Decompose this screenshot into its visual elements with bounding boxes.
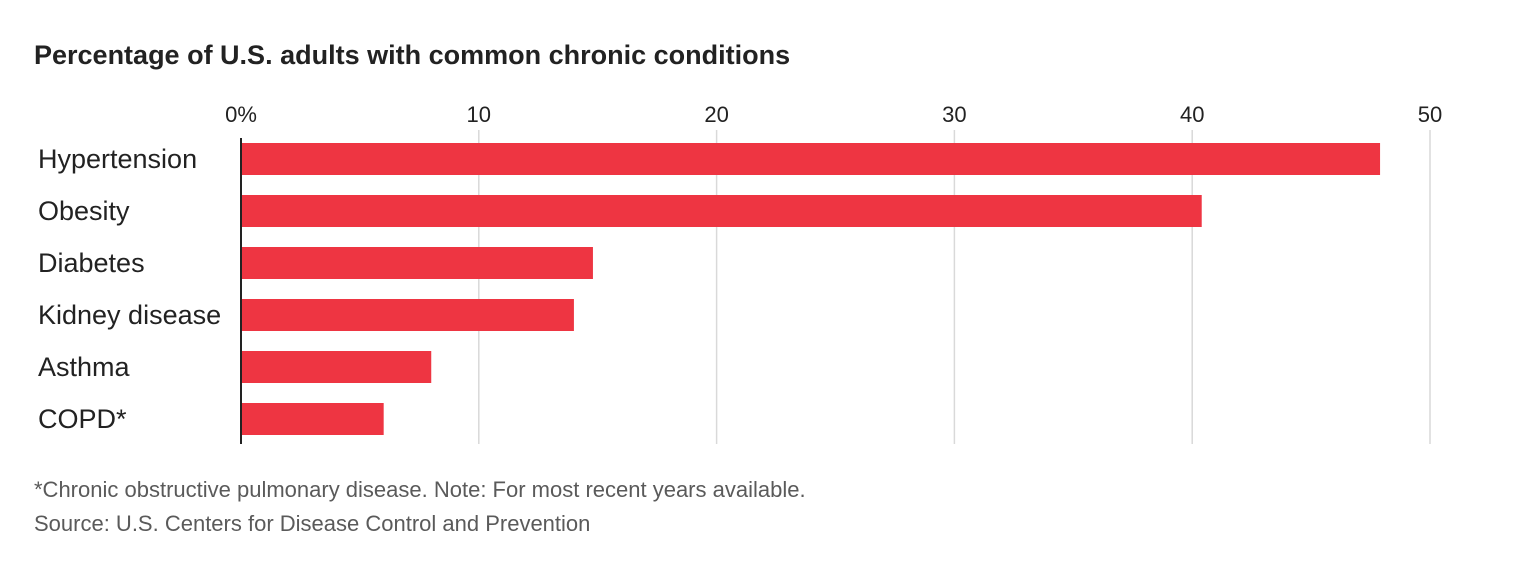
tick-label-10: 10: [467, 102, 491, 127]
tick-label-0: 0%: [225, 102, 257, 127]
category-label-asthma: Asthma: [38, 352, 131, 382]
bar-copd: [241, 403, 384, 435]
category-label-kidney-disease: Kidney disease: [38, 300, 221, 330]
footnote-note: *Chronic obstructive pulmonary disease. …: [34, 477, 806, 502]
tick-label-50: 50: [1418, 102, 1442, 127]
tick-label-40: 40: [1180, 102, 1204, 127]
bar-hypertension: [241, 143, 1381, 175]
bar-kidney-disease: [241, 299, 574, 331]
chart-title: Percentage of U.S. adults with common ch…: [34, 40, 791, 70]
bar-asthma: [241, 351, 432, 383]
bar-obesity: [241, 195, 1202, 227]
category-label-diabetes: Diabetes: [38, 248, 145, 278]
category-label-obesity: Obesity: [38, 196, 130, 226]
category-labels: Hypertension Obesity Diabetes Kidney diseas…: [38, 144, 221, 434]
tick-label-30: 30: [942, 102, 966, 127]
tick-label-20: 20: [704, 102, 728, 127]
gridlines: [478, 130, 1431, 444]
footnote-source: Source: U.S. Centers for Disease Control…: [34, 511, 591, 536]
x-axis-ticks: 0% 10 20 30 40 50: [225, 102, 1442, 127]
bars: [241, 143, 1381, 435]
category-label-copd: COPD*: [38, 404, 127, 434]
bar-diabetes: [241, 247, 593, 279]
category-label-hypertension: Hypertension: [38, 144, 197, 174]
